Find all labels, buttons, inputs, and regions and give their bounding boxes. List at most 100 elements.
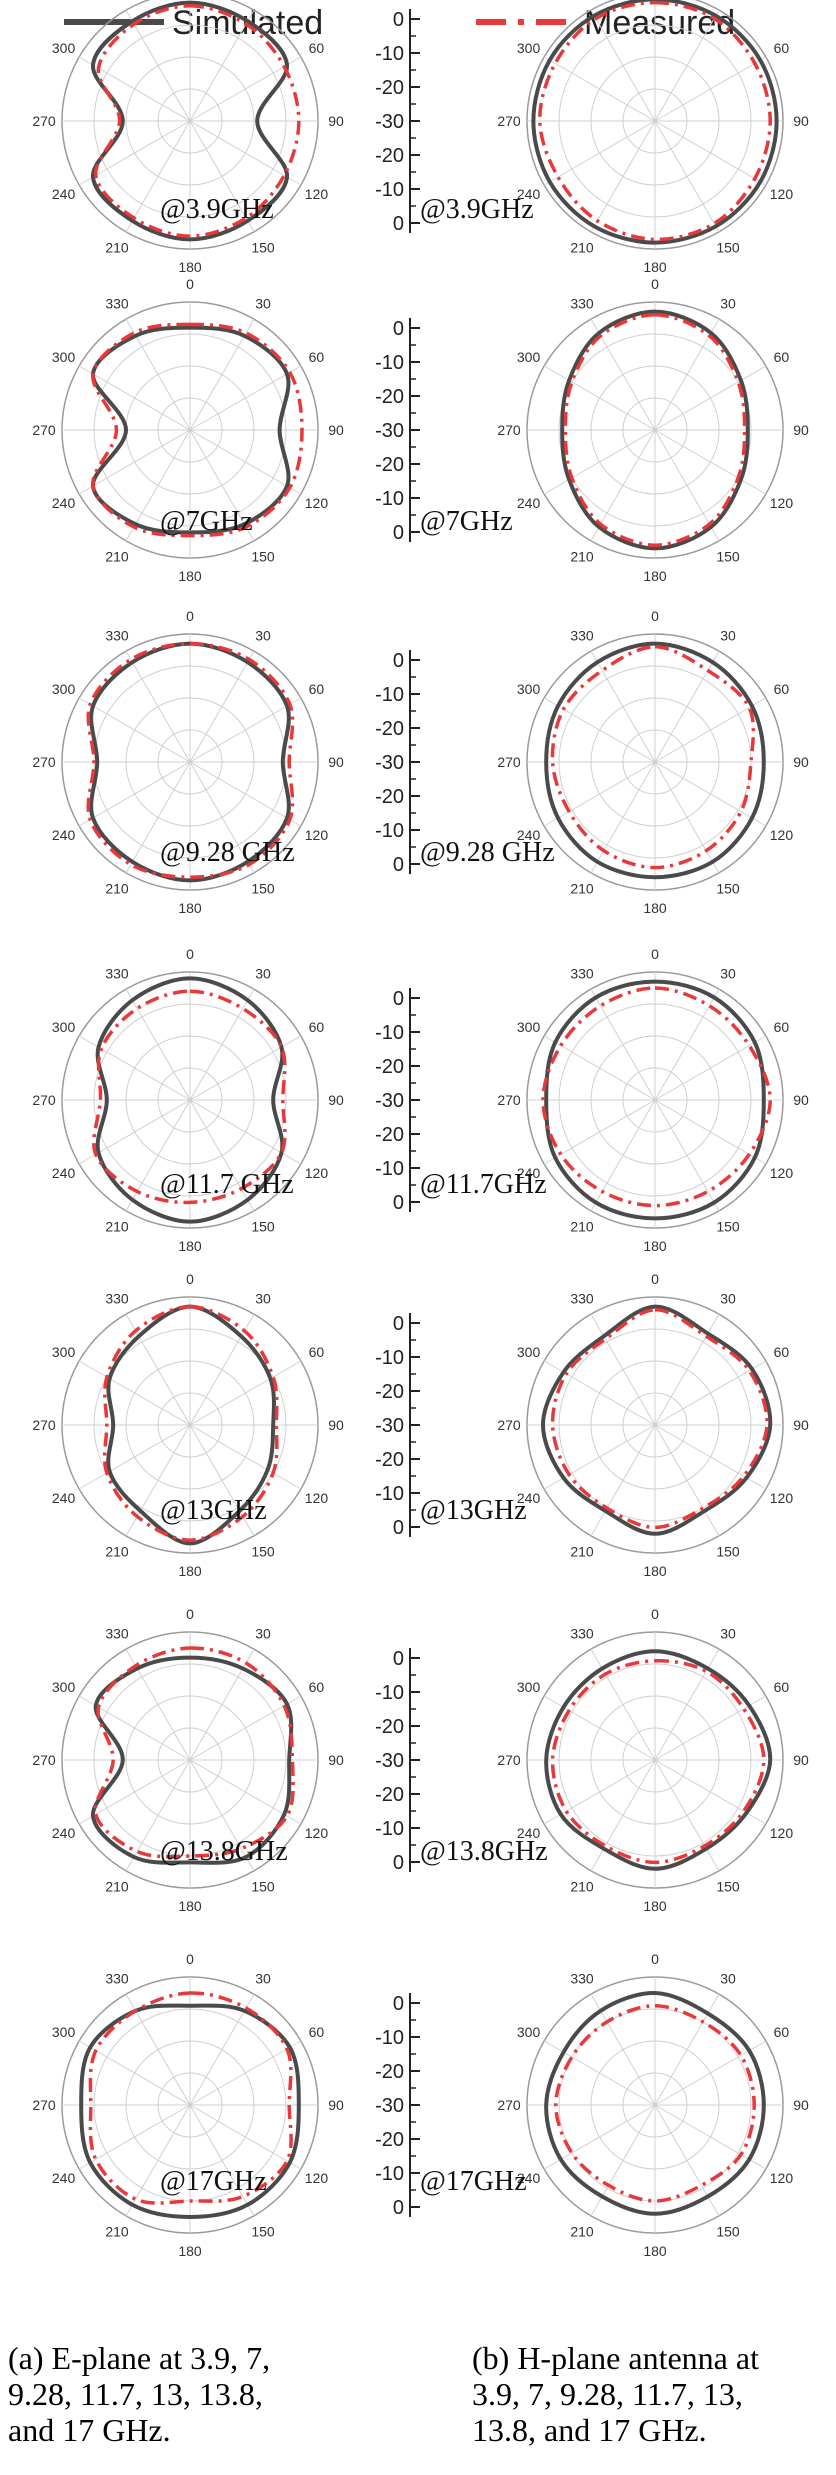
grid-spoke <box>189 120 302 186</box>
angle-tick-label: 120 <box>770 1490 794 1506</box>
frequency-label: @13.8GHz <box>420 1836 548 1867</box>
angle-tick-label: 150 <box>716 239 740 255</box>
angle-tick-label: 60 <box>309 2024 325 2040</box>
grid-spoke <box>654 1099 720 1212</box>
angle-tick-label: 150 <box>716 2223 740 2239</box>
scale-tick-label: -20 <box>375 386 404 408</box>
angle-tick-label: 0 <box>651 1606 659 1622</box>
angle-tick-label: 270 <box>32 1417 56 1433</box>
grid-spoke <box>654 697 767 763</box>
angle-tick-label: 180 <box>643 568 667 584</box>
angle-tick-label: 0 <box>186 1271 194 1287</box>
grid-spoke <box>189 1360 302 1426</box>
polar-chart-h-plane: 0 30 60 90 120 150 180 210 240 270 300 330 <box>497 1606 809 1914</box>
caption-b-line: 13.8, and 17 GHz. <box>472 2412 707 2448</box>
angle-tick-label: 0 <box>651 276 659 292</box>
grid-spoke <box>78 697 191 763</box>
frequency-label: @7GHz <box>420 506 513 537</box>
grid-spoke <box>654 1360 767 1426</box>
grid-spoke <box>125 429 191 542</box>
angle-tick-label: 30 <box>720 628 736 644</box>
scale-tick-label: -30 <box>375 1090 404 1112</box>
polar-chart-h-plane: 0 30 60 90 120 150 180 210 240 270 300 330 <box>497 946 809 1254</box>
angle-tick-label: 270 <box>497 1092 521 1108</box>
angle-tick-label: 240 <box>517 495 541 511</box>
caption-b-line: 3.9, 7, 9.28, 11.7, 13, <box>472 2376 743 2412</box>
angle-tick-label: 210 <box>570 1543 594 1559</box>
angle-tick-label: 300 <box>517 1679 541 1695</box>
series-line-measured <box>88 1991 293 2205</box>
angle-tick-label: 240 <box>52 827 76 843</box>
angle-tick-label: 330 <box>570 628 594 644</box>
angle-tick-label: 120 <box>770 1825 794 1841</box>
polar-chart-h-plane: 0 30 60 90 120 150 180 210 240 270 300 330 <box>497 1951 809 2259</box>
grid-spoke <box>189 1993 255 2106</box>
grid-spoke <box>590 1648 656 1761</box>
db-scale: 0 -10 -20 -30 -20 -10 0 <box>375 1648 420 1874</box>
angle-tick-label: 90 <box>328 1752 344 1768</box>
db-scale: 0 -10 -20 -30 -20 -10 0 <box>375 1313 420 1539</box>
angle-tick-label: 120 <box>770 2170 794 2186</box>
angle-tick-label: 0 <box>186 608 194 624</box>
angle-tick-label: 240 <box>517 1490 541 1506</box>
angle-tick-label: 60 <box>774 1019 790 1035</box>
grid-spoke <box>543 1759 656 1825</box>
caption-b-line: (b) H-plane antenna at <box>472 2340 759 2376</box>
angle-tick-label: 120 <box>305 1825 329 1841</box>
grid-spoke <box>654 1759 767 1825</box>
frequency-label: @9.28 GHz <box>420 837 555 868</box>
angle-tick-label: 30 <box>255 296 271 312</box>
angle-tick-label: 240 <box>517 2170 541 2186</box>
angle-tick-label: 90 <box>328 113 344 129</box>
angle-tick-label: 60 <box>309 40 325 56</box>
grid-spoke <box>654 1759 720 1872</box>
angle-tick-label: 0 <box>651 946 659 962</box>
angle-tick-label: 270 <box>32 1752 56 1768</box>
scale-tick-label: -20 <box>375 1784 404 1806</box>
polar-chart-e-plane: 0 30 60 90 120 150 180 210 240 270 300 330 <box>32 276 344 584</box>
angle-tick-label: 300 <box>517 2024 541 2040</box>
angle-tick-label: 30 <box>255 628 271 644</box>
frequency-labels: @3.9GHz @3.9GHz @7GHz @7GHz @9.28 GHz @9.28 G… <box>160 194 555 2197</box>
grid-spoke <box>78 1759 191 1825</box>
angle-tick-label: 300 <box>52 2024 76 2040</box>
angle-tick-label: 30 <box>720 1626 736 1642</box>
angle-tick-label: 300 <box>52 1679 76 1695</box>
angle-tick-label: 270 <box>497 1417 521 1433</box>
angle-tick-label: 180 <box>643 2243 667 2259</box>
grid-spoke <box>654 761 767 827</box>
polar-chart-e-plane: 0 30 60 90 120 150 180 210 240 270 300 330 <box>32 946 344 1254</box>
db-scale: 0 -10 -20 -30 -20 -10 0 <box>375 318 420 544</box>
grid-spoke <box>590 650 656 763</box>
grid-spoke <box>590 1759 656 1872</box>
grid-spoke <box>590 429 656 542</box>
angle-tick-label: 240 <box>52 2170 76 2186</box>
frequency-label: @13GHz <box>420 1495 527 1526</box>
grid-spoke <box>189 761 255 874</box>
scale-tick-label: 0 <box>393 2197 404 2219</box>
series-line-measured <box>94 4 301 238</box>
angle-tick-label: 180 <box>178 1563 202 1579</box>
angle-tick-label: 60 <box>309 681 325 697</box>
grid-spoke <box>189 2104 255 2217</box>
scale-tick-label: -20 <box>375 2061 404 2083</box>
angle-tick-label: 90 <box>328 754 344 770</box>
angle-tick-label: 150 <box>251 1878 275 1894</box>
angle-tick-label: 0 <box>651 1951 659 1967</box>
angle-tick-label: 120 <box>305 1490 329 1506</box>
angle-tick-label: 240 <box>517 1825 541 1841</box>
grid-spoke <box>78 1424 191 1490</box>
angle-tick-label: 0 <box>186 1606 194 1622</box>
polar-chart-h-plane: 0 30 60 90 120 150 180 210 240 270 300 330 <box>497 1271 809 1579</box>
series-line-measured <box>550 1659 766 1865</box>
grid-spoke <box>78 120 191 186</box>
angle-tick-label: 60 <box>774 681 790 697</box>
angle-tick-label: 60 <box>309 1344 325 1360</box>
grid-spoke <box>590 761 656 874</box>
angle-tick-label: 150 <box>251 2223 275 2239</box>
angle-tick-label: 120 <box>305 2170 329 2186</box>
angle-tick-label: 330 <box>570 296 594 312</box>
grid-spoke <box>590 318 656 431</box>
grid-spoke <box>590 120 656 233</box>
series-line-simulated <box>544 1990 766 2216</box>
